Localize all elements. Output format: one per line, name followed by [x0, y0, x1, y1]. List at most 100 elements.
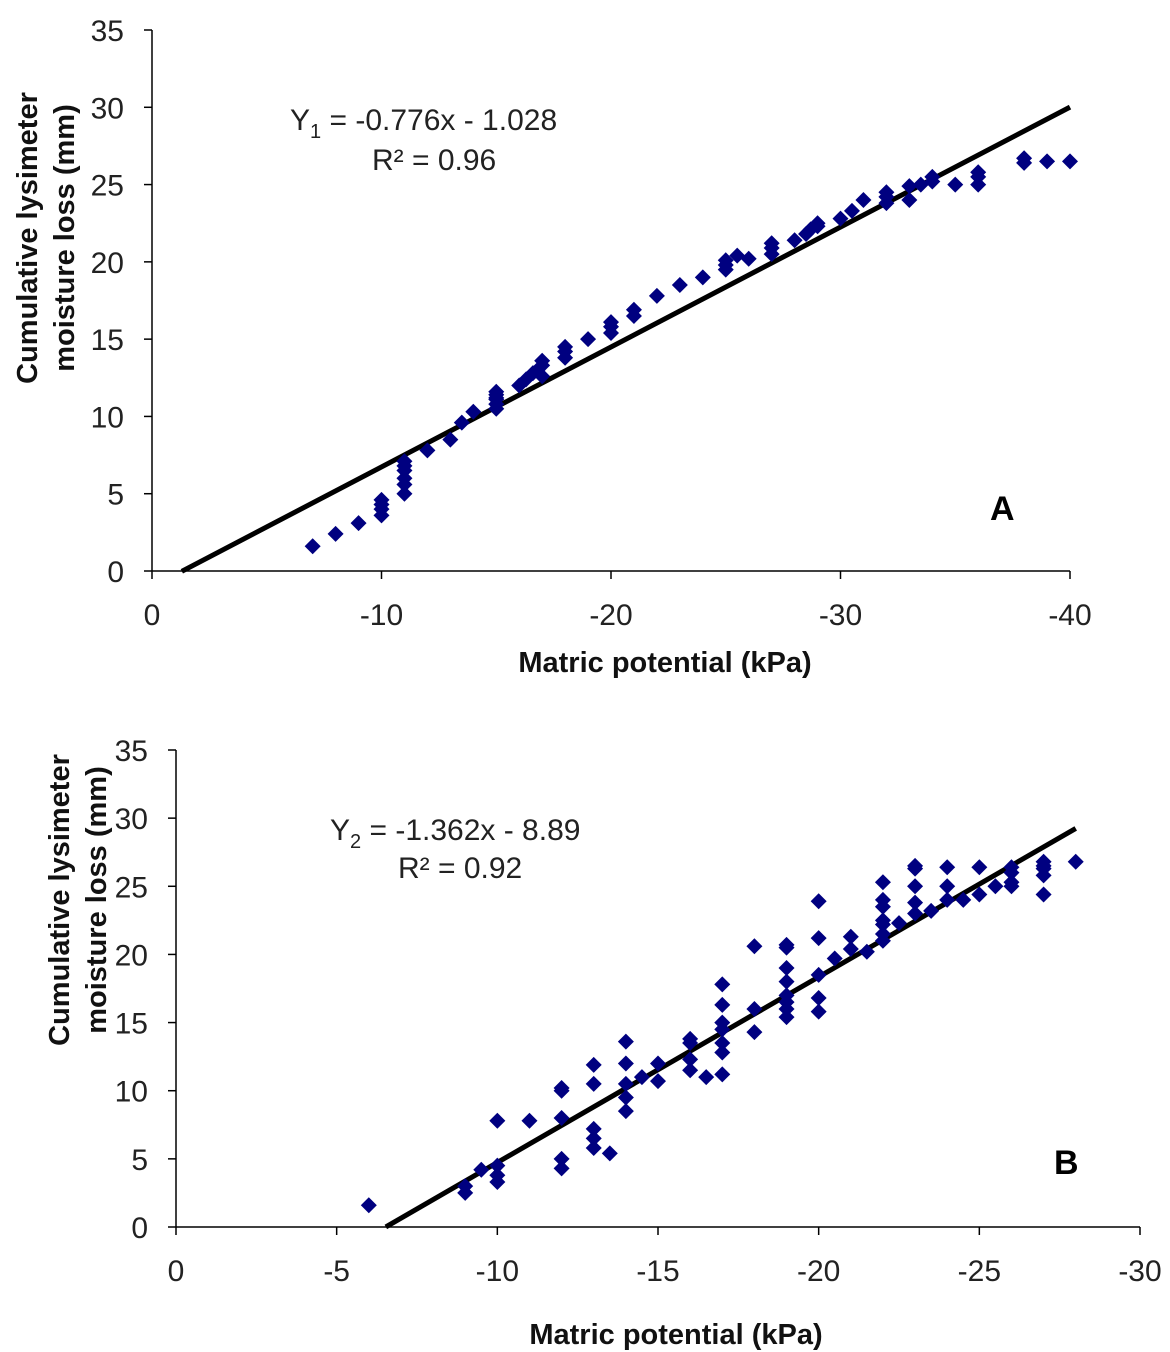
data-point: [855, 192, 872, 209]
data-point: [939, 878, 956, 895]
data-point: [617, 1055, 634, 1072]
data-point: [878, 184, 895, 201]
x-axis-title: Matric potential (kPa): [518, 647, 811, 679]
y-tick-label: 0: [107, 556, 124, 589]
data-point: [553, 1079, 570, 1096]
x-tick-label: -30: [1118, 1255, 1161, 1288]
data-point: [778, 1009, 795, 1026]
x-axis-title: Matric potential (kPa): [529, 1319, 822, 1351]
data-point: [810, 1003, 827, 1020]
data-point: [650, 1073, 666, 1090]
data-point: [955, 891, 972, 908]
data-point: [832, 210, 849, 227]
data-point: [1035, 886, 1052, 903]
data-point: [625, 301, 642, 318]
data-point: [810, 990, 827, 1007]
data-point: [534, 368, 551, 385]
y-tick-label: 10: [115, 1076, 148, 1109]
data-point: [891, 915, 907, 932]
data-point: [671, 277, 688, 294]
y-axis-title-line-2: moisture loss (mm): [81, 766, 113, 1034]
data-point: [939, 859, 956, 876]
data-point: [327, 525, 344, 542]
data-point: [901, 178, 918, 195]
x-tick-label: -40: [1048, 599, 1091, 632]
trend-line: [384, 826, 1077, 1230]
chart-panel-a: Cumulative lysimeter moisture loss (mm) …: [12, 15, 1092, 679]
data-point: [617, 1075, 634, 1092]
data-point: [901, 192, 918, 209]
data-point: [810, 893, 827, 910]
data-point: [419, 442, 436, 459]
y-tick-label: 5: [107, 479, 124, 512]
equation-body: = -0.776x - 1.028: [321, 104, 557, 137]
data-point: [304, 538, 321, 555]
data-point: [373, 491, 390, 508]
data-point: [874, 874, 891, 891]
data-point: [585, 1056, 602, 1073]
data-point: [714, 1044, 731, 1061]
data-point: [842, 928, 859, 945]
data-point: [714, 1035, 731, 1052]
equation-prefix: Y: [330, 814, 350, 847]
x-tick-label: -5: [323, 1255, 350, 1288]
data-point: [778, 960, 795, 977]
panel-label: A: [990, 490, 1015, 528]
y-tick-label: 25: [91, 170, 124, 203]
y-tick-label: 20: [115, 939, 148, 972]
data-point: [650, 1055, 666, 1072]
y-tick-label: 0: [131, 1212, 148, 1245]
x-tick-label: -10: [476, 1255, 519, 1288]
data-point: [874, 925, 891, 942]
data-point: [489, 1157, 506, 1174]
data-point: [603, 314, 619, 331]
chart-panel-b: Cumulative lysimeter moisture loss (mm) …: [44, 735, 1162, 1351]
data-point: [1035, 853, 1052, 870]
data-point: [746, 1024, 763, 1041]
data-point: [698, 1069, 715, 1086]
data-point: [717, 252, 734, 269]
y-axis-title-line-1: Cumulative lysimeter: [12, 92, 44, 384]
data-point: [360, 1197, 377, 1214]
data-point: [714, 976, 731, 993]
data-point: [923, 902, 940, 919]
data-point: [971, 886, 988, 903]
data-point: [682, 1051, 699, 1068]
data-point: [714, 1014, 731, 1031]
y-tick-label: 20: [91, 247, 124, 280]
y-tick-label: 30: [91, 92, 124, 125]
data-point: [457, 1178, 474, 1195]
regression-equation: Y1 = -0.776x - 1.028: [290, 104, 557, 143]
x-tick-label: -30: [819, 599, 862, 632]
data-point: [714, 996, 731, 1013]
y-tick-label: 5: [131, 1144, 148, 1177]
data-point: [810, 930, 827, 947]
data-point: [682, 1030, 699, 1047]
y-tick-label: 35: [115, 735, 148, 768]
x-tick-label: -10: [360, 599, 403, 632]
data-point: [617, 1103, 634, 1120]
y-tick-label: 15: [91, 324, 124, 357]
data-point: [585, 1139, 602, 1156]
x-tick-label: 0: [168, 1255, 185, 1288]
data-point: [473, 1161, 490, 1178]
y-tick-label: 35: [91, 15, 124, 48]
equation-subscript: 2: [350, 831, 361, 853]
data-point: [924, 168, 941, 185]
data-point: [907, 878, 924, 895]
data-point: [585, 1075, 602, 1092]
x-tick-label: 0: [144, 599, 161, 632]
data-point: [1016, 150, 1033, 167]
data-point: [907, 857, 924, 874]
data-point: [553, 1150, 570, 1167]
data-point: [521, 1112, 538, 1129]
data-point: [489, 1112, 506, 1129]
data-point: [617, 1089, 634, 1106]
data-point: [907, 905, 924, 922]
data-point: [987, 878, 1004, 895]
data-point: [971, 859, 988, 876]
data-point: [396, 485, 413, 502]
data-point: [842, 940, 859, 957]
data-point: [714, 1066, 731, 1083]
data-point: [778, 987, 795, 1004]
